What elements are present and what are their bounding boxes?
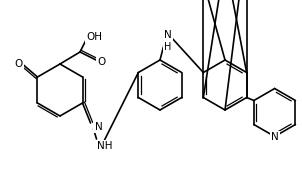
- Text: N: N: [164, 30, 172, 40]
- Text: N: N: [95, 122, 102, 132]
- Text: O: O: [14, 59, 23, 69]
- Text: O: O: [97, 57, 105, 67]
- Text: N: N: [271, 132, 278, 142]
- Text: NH: NH: [97, 141, 112, 151]
- Text: OH: OH: [86, 32, 102, 42]
- Text: H: H: [164, 42, 172, 52]
